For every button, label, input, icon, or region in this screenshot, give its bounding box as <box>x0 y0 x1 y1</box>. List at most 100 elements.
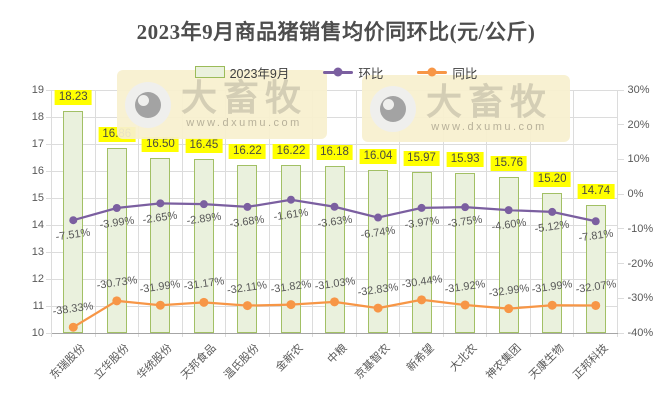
watermark-eye-icon <box>125 81 171 128</box>
marker-huanbi <box>286 195 295 204</box>
right-axis-tick <box>617 332 624 334</box>
left-axis-label: 11 <box>32 300 44 312</box>
x-axis-tick <box>225 333 227 337</box>
marker-huanbi <box>156 199 165 208</box>
left-axis-label: 17 <box>31 138 44 150</box>
x-axis-tick <box>617 333 618 337</box>
x-axis-tick <box>486 333 488 337</box>
left-axis-label: 18 <box>31 111 44 123</box>
bar-value-label: 15.97 <box>403 150 440 166</box>
watermark-eye-icon <box>370 85 416 132</box>
marker-tongbi <box>286 300 296 310</box>
x-axis-tick <box>399 333 401 337</box>
right-axis-tick <box>617 263 624 265</box>
marker-huanbi <box>199 200 208 209</box>
left-axis-tick <box>45 89 52 91</box>
bar-swatch-icon <box>194 66 225 78</box>
bar <box>542 192 563 333</box>
v-gridline <box>94 90 96 333</box>
chart-legend: 2023年9月 环比 同比 <box>0 63 672 81</box>
x-axis-tick <box>355 333 357 337</box>
v-gridline <box>573 90 575 333</box>
x-axis-tick <box>51 333 52 337</box>
bar <box>193 158 214 333</box>
marker-tongbi <box>242 301 252 311</box>
marker-tongbi <box>373 303 383 313</box>
left-axis-tick <box>45 143 52 145</box>
left-axis-tick <box>45 116 52 118</box>
right-axis-label: -30% <box>627 292 654 305</box>
bar <box>455 172 476 333</box>
marker-huanbi <box>461 203 470 212</box>
bar-value-label: 18.23 <box>54 89 92 105</box>
x-axis-tick <box>138 333 140 337</box>
v-gridline <box>399 90 401 333</box>
marker-tongbi <box>417 295 427 305</box>
marker-huanbi <box>591 217 600 226</box>
left-axis-label: 10 <box>31 327 44 339</box>
bar-value-label: 16.04 <box>359 148 397 164</box>
left-axis-tick <box>45 278 52 280</box>
h-gridline <box>51 143 618 145</box>
bar <box>280 165 301 333</box>
bar <box>498 177 519 333</box>
marker-huanbi <box>548 207 557 216</box>
right-axis-label: 0% <box>627 188 644 201</box>
h-gridline <box>51 89 618 91</box>
x-axis-tick <box>573 333 575 337</box>
bar-value-label: 16.50 <box>141 136 179 152</box>
watermark-right: 大畜牧 www.dxumu.com <box>362 75 570 142</box>
v-gridline <box>486 90 488 333</box>
v-gridline <box>181 90 183 333</box>
marker-huanbi <box>330 202 339 211</box>
marker-huanbi <box>112 203 121 212</box>
legend-item-bar: 2023年9月 <box>194 63 290 82</box>
right-axis-tick <box>617 158 624 160</box>
marker-huanbi <box>417 203 426 212</box>
marker-tongbi <box>68 322 78 332</box>
marker-huanbi <box>504 206 513 215</box>
v-gridline <box>51 90 52 333</box>
left-axis-label: 16 <box>31 165 44 177</box>
x-axis-tick <box>442 333 444 337</box>
left-axis-label: 12 <box>31 273 44 285</box>
v-gridline <box>617 90 618 333</box>
right-axis-label: -10% <box>627 222 654 235</box>
marker-huanbi <box>69 216 78 225</box>
bar-value-label: 16.22 <box>229 144 266 160</box>
bar-value-label: 16.45 <box>185 137 223 153</box>
marker-huanbi <box>243 202 252 211</box>
watermark-url: www.dxumu.com <box>186 117 302 129</box>
x-axis-line <box>51 332 618 334</box>
left-axis-label: 15 <box>31 192 44 204</box>
left-axis-tick <box>45 305 52 307</box>
right-axis-tick <box>617 193 624 195</box>
watermark-brand: 大畜牧 <box>181 77 308 118</box>
bar <box>585 205 606 333</box>
legend-label: 2023年9月 <box>229 66 290 81</box>
legend-item-huanbi: 环比 <box>323 63 383 82</box>
left-axis-tick <box>45 332 52 334</box>
bar-value-label: 14.74 <box>577 184 615 200</box>
marker-tongbi <box>112 296 122 306</box>
bar <box>368 169 389 333</box>
v-gridline <box>268 90 270 333</box>
bar <box>411 171 432 333</box>
marker-tongbi <box>460 300 470 310</box>
marker-tongbi <box>199 297 209 307</box>
left-axis-tick <box>45 197 52 199</box>
bar-value-label: 15.76 <box>490 156 528 172</box>
right-axis-label: 10% <box>627 153 650 166</box>
line-marker-icon <box>417 67 448 77</box>
marker-tongbi <box>547 300 557 310</box>
right-axis-label: -40% <box>627 327 654 339</box>
right-axis-label: 30% <box>627 84 650 96</box>
marker-tongbi <box>591 300 601 310</box>
bar-value-label: 16.22 <box>272 144 310 160</box>
x-axis-tick <box>529 333 531 337</box>
bar <box>150 157 171 333</box>
legend-item-tongbi: 同比 <box>417 63 477 82</box>
left-axis-tick <box>45 224 52 226</box>
